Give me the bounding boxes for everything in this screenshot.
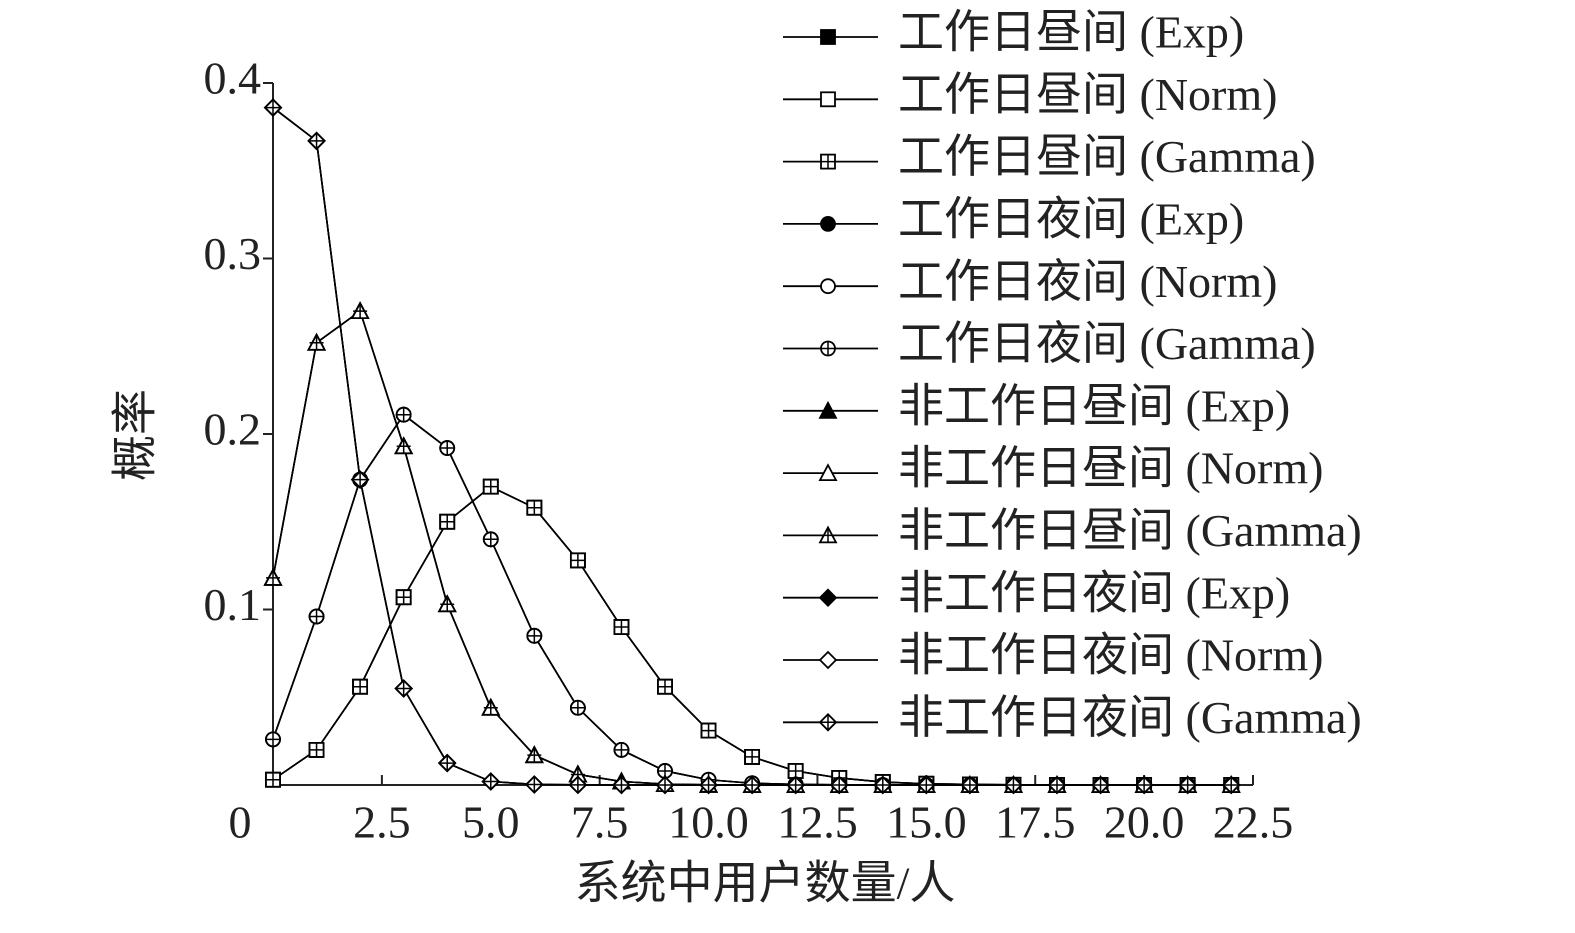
marker-cross bbox=[396, 407, 411, 422]
legend-label: 工作日昼间 (Exp) bbox=[898, 7, 1244, 58]
marker-cross bbox=[658, 778, 672, 792]
x-tick-label: 20.0 bbox=[1104, 797, 1185, 848]
marker-cross bbox=[1093, 778, 1108, 792]
x-tick-label: 7.5 bbox=[571, 797, 629, 848]
marker bbox=[820, 91, 836, 108]
marker-cross bbox=[309, 742, 324, 757]
marker-cross bbox=[701, 723, 716, 738]
x-tick-label: 0 bbox=[229, 797, 252, 848]
marker-cross bbox=[440, 514, 455, 529]
marker-cross bbox=[483, 774, 498, 789]
marker-cross bbox=[962, 778, 977, 792]
x-tick-label: 22.5 bbox=[1213, 797, 1294, 848]
marker-cross bbox=[570, 777, 585, 792]
marker-cross bbox=[821, 154, 835, 169]
marker-cross bbox=[266, 732, 280, 747]
marker-cross bbox=[614, 778, 629, 792]
marker-cross bbox=[745, 778, 760, 792]
marker-cross bbox=[440, 756, 455, 771]
legend-label: 工作日夜间 (Exp) bbox=[898, 193, 1244, 244]
marker-cross bbox=[1050, 778, 1064, 792]
legend-label: 非工作日夜间 (Norm) bbox=[898, 630, 1323, 681]
marker-cross bbox=[1224, 778, 1239, 792]
marker-cross bbox=[1180, 778, 1195, 792]
marker bbox=[818, 588, 838, 607]
marker-cross bbox=[658, 679, 672, 694]
marker-cross bbox=[266, 100, 280, 115]
marker-cross bbox=[309, 335, 324, 350]
x-tick-label: 17.5 bbox=[995, 797, 1076, 848]
y-tick-label: 0.2 bbox=[204, 404, 262, 455]
marker-cross bbox=[832, 778, 847, 792]
marker-cross bbox=[353, 472, 368, 487]
marker-cross bbox=[701, 778, 716, 792]
marker-cross bbox=[266, 772, 280, 787]
x-tick-label: 15.0 bbox=[886, 797, 967, 848]
marker-cross bbox=[483, 479, 498, 494]
legend-label: 非工作日昼间 (Gamma) bbox=[898, 505, 1362, 556]
x-tick-label: 10.0 bbox=[668, 797, 749, 848]
marker-cross bbox=[527, 628, 542, 643]
marker-cross bbox=[1006, 778, 1021, 792]
marker-cross bbox=[614, 742, 629, 757]
x-tick-label: 2.5 bbox=[353, 797, 411, 848]
y-tick-label: 0.4 bbox=[204, 53, 262, 104]
x-tick-label: 12.5 bbox=[777, 797, 858, 848]
marker-cross bbox=[396, 681, 411, 696]
marker-cross bbox=[353, 304, 368, 319]
marker-cross bbox=[440, 597, 455, 612]
x-axis-label: 系统中用户数量/人 bbox=[575, 858, 956, 909]
legend-label: 工作日夜间 (Norm) bbox=[898, 256, 1277, 307]
marker-cross bbox=[396, 439, 411, 454]
legend-label: 工作日夜间 (Gamma) bbox=[898, 318, 1316, 369]
marker bbox=[818, 400, 838, 419]
x-tick-label: 5.0 bbox=[462, 797, 520, 848]
marker-cross bbox=[527, 500, 542, 515]
marker-cross bbox=[527, 777, 542, 792]
marker bbox=[820, 29, 836, 45]
marker-cross bbox=[745, 749, 760, 764]
marker-cross bbox=[570, 700, 585, 715]
legend-label: 非工作日夜间 (Exp) bbox=[898, 567, 1290, 618]
marker bbox=[820, 278, 836, 295]
legend-label: 非工作日昼间 (Exp) bbox=[898, 380, 1290, 431]
marker-cross bbox=[1137, 778, 1152, 792]
marker-cross bbox=[821, 341, 835, 356]
legend-label: 工作日昼间 (Gamma) bbox=[898, 131, 1316, 182]
marker-cross bbox=[266, 570, 280, 585]
marker-cross bbox=[353, 679, 368, 694]
marker bbox=[820, 215, 836, 232]
marker-cross bbox=[788, 778, 803, 792]
marker-cross bbox=[821, 715, 835, 730]
legend-label: 非工作日夜间 (Gamma) bbox=[898, 692, 1362, 743]
marker-cross bbox=[919, 778, 934, 792]
marker-cross bbox=[309, 133, 324, 148]
y-tick-label: 0.1 bbox=[204, 579, 262, 630]
marker-cross bbox=[875, 778, 890, 792]
marker-cross bbox=[483, 532, 498, 547]
marker-cross bbox=[396, 590, 411, 605]
marker bbox=[818, 463, 838, 482]
legend-label: 工作日昼间 (Norm) bbox=[898, 69, 1277, 120]
marker-cross bbox=[821, 528, 835, 543]
legend-label: 非工作日昼间 (Norm) bbox=[898, 443, 1323, 494]
marker-cross bbox=[614, 620, 629, 635]
marker bbox=[818, 650, 838, 670]
y-axis-label: 概率 bbox=[110, 389, 161, 481]
marker-cross bbox=[309, 609, 324, 624]
y-tick-label: 0.3 bbox=[204, 228, 262, 279]
marker-cross bbox=[440, 441, 455, 456]
marker-cross bbox=[570, 553, 585, 568]
marker-cross bbox=[527, 748, 542, 763]
marker-cross bbox=[483, 700, 498, 715]
